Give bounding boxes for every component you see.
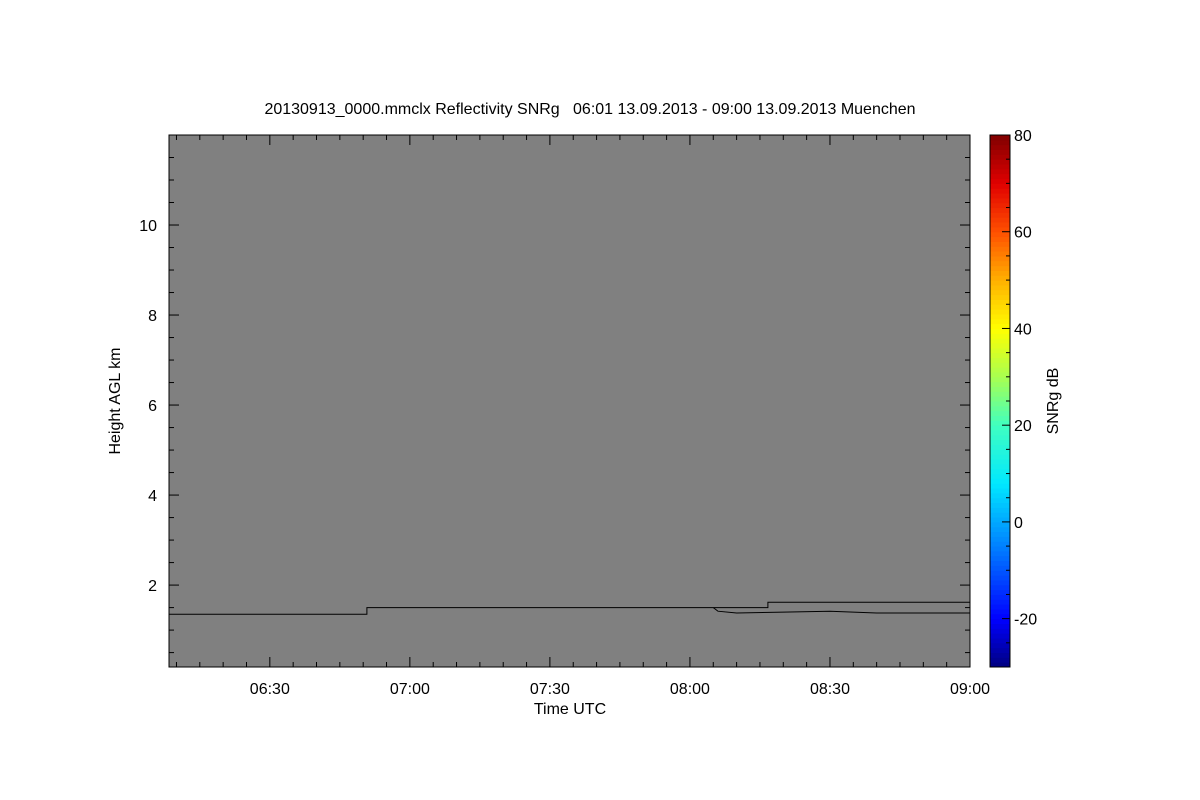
no-signal-background	[169, 135, 970, 667]
chart-title: 20130913_0000.mmclx Reflectivity SNRg 06…	[264, 101, 915, 118]
heatmap	[169, 135, 970, 667]
